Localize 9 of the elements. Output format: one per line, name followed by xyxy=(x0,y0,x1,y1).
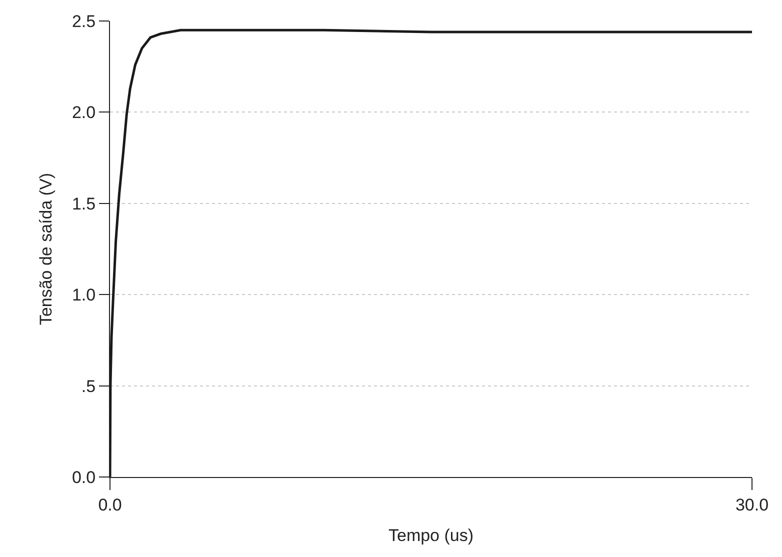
x-tick-label: 30.0 xyxy=(735,495,769,514)
x-axis-title: Tempo (us) xyxy=(388,526,474,545)
y-tick-label: 1.5 xyxy=(72,194,96,214)
y-tick-label: .5 xyxy=(81,376,96,396)
y-axis-title: Tensão de saída (V) xyxy=(36,172,56,326)
y-tick-label: 2.5 xyxy=(72,12,96,31)
y-tick-label: 1.0 xyxy=(72,286,96,305)
y-tick-label: 0.0 xyxy=(72,468,96,487)
y-tick-label: 2.0 xyxy=(72,103,96,122)
